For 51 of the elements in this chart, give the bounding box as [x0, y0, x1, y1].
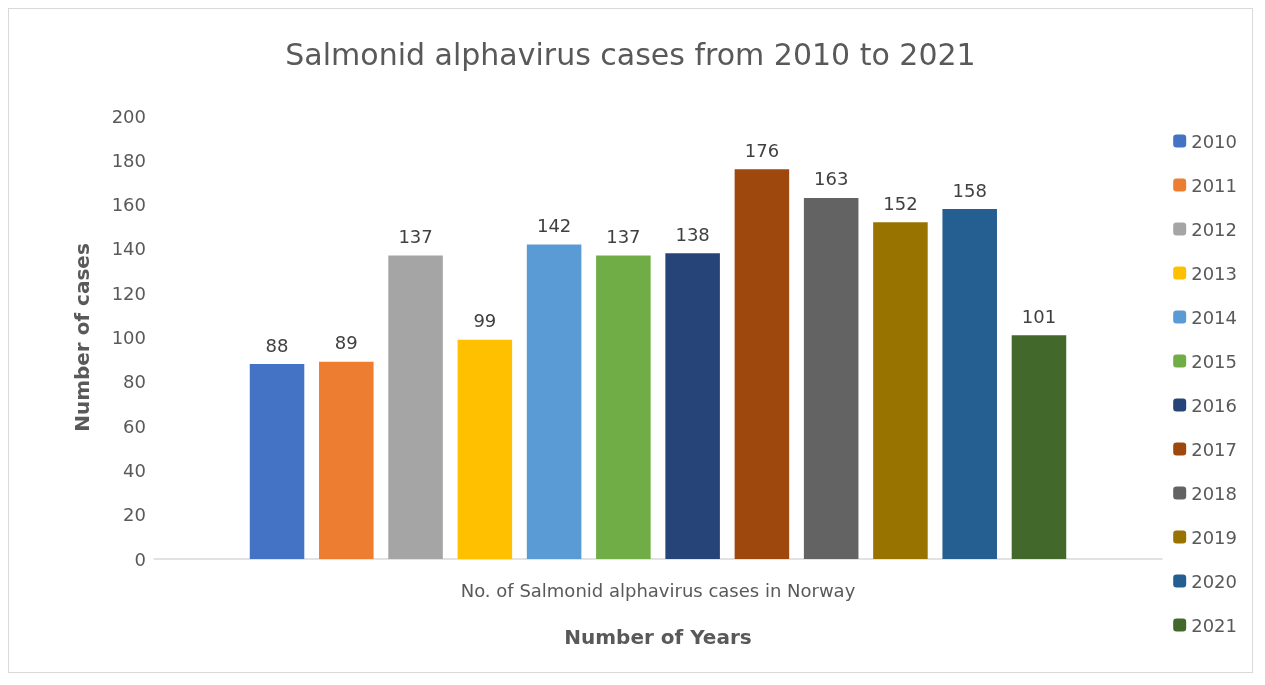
- y-tick-label: 140: [111, 238, 146, 260]
- data-label: 88: [265, 334, 289, 356]
- data-label: 176: [744, 139, 780, 161]
- data-label: 89: [334, 332, 358, 354]
- legend-label: 2012: [1191, 218, 1237, 240]
- data-label: 99: [473, 310, 497, 332]
- y-tick-label: 100: [111, 327, 146, 348]
- legend-label: 2021: [1191, 614, 1237, 636]
- bar: [526, 244, 582, 559]
- y-tick-label: 60: [123, 415, 146, 437]
- bar: [942, 209, 997, 559]
- y-tick-label: 120: [111, 282, 146, 304]
- data-label: 152: [883, 192, 918, 214]
- y-tick-label: 80: [123, 371, 146, 393]
- y-tick-label: 160: [111, 194, 146, 216]
- bar: [388, 255, 443, 559]
- y-tick-label: 20: [123, 504, 146, 526]
- data-label: 137: [398, 226, 433, 248]
- legend-label: 2014: [1191, 306, 1237, 328]
- data-label: 158: [952, 179, 987, 201]
- y-tick-label: 200: [111, 105, 146, 127]
- bar: [873, 222, 928, 559]
- data-label: 137: [606, 226, 641, 248]
- chart-title: Salmonid alphavirus cases from 2010 to 2021: [285, 36, 976, 72]
- legend-label: 2018: [1191, 482, 1237, 504]
- bar: [249, 364, 305, 559]
- data-label: 138: [675, 223, 710, 245]
- bar: [665, 253, 720, 559]
- y-axis-title: Number of cases: [70, 243, 94, 432]
- legend-label: 2016: [1191, 394, 1237, 416]
- y-tick-label: 0: [134, 548, 146, 570]
- bar: [596, 255, 651, 559]
- data-label: 142: [536, 214, 572, 236]
- legend-label: 2010: [1191, 130, 1237, 152]
- bar: [1011, 335, 1067, 559]
- legend-label: 2011: [1191, 174, 1237, 196]
- y-tick-label: 180: [111, 149, 146, 171]
- bar: [734, 169, 790, 559]
- y-tick-label: 40: [123, 459, 146, 481]
- legend-label: 2017: [1191, 438, 1237, 460]
- data-label: 163: [813, 168, 849, 190]
- legend-label: 2015: [1191, 350, 1237, 372]
- legend-label: 2020: [1191, 570, 1237, 592]
- bar: [457, 339, 513, 559]
- legend-label: 2013: [1191, 262, 1237, 284]
- data-label: 101: [1021, 305, 1057, 327]
- x-axis-title: Number of Years: [564, 625, 752, 649]
- legend-label: 2019: [1191, 526, 1237, 548]
- bar: [319, 361, 374, 559]
- bar: [803, 197, 859, 559]
- x-tick-label: No. of Salmonid alphavirus cases in Norway: [460, 579, 856, 601]
